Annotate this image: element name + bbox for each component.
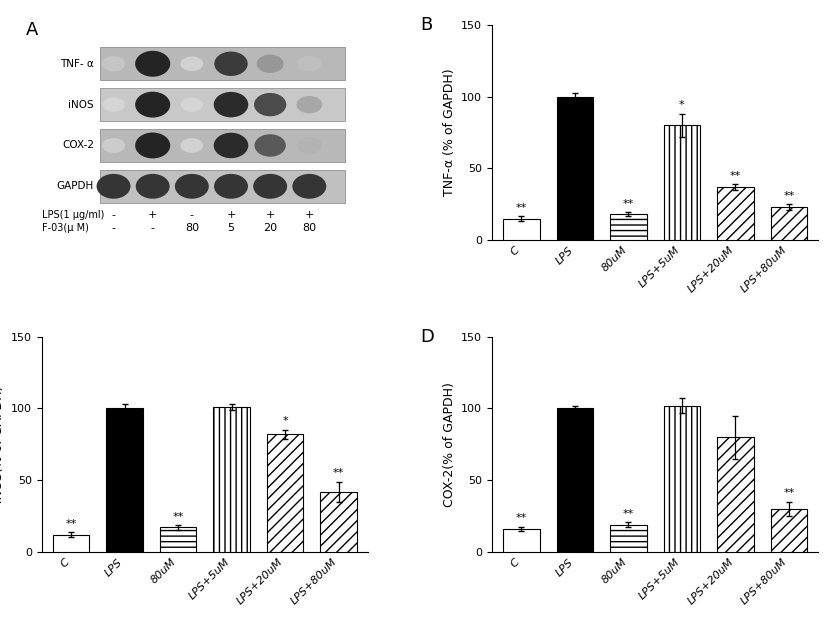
Text: F-03(μ M): F-03(μ M) [42,223,89,233]
Ellipse shape [214,133,248,158]
Text: *: * [282,416,288,426]
Bar [557,97,593,240]
Text: **: ** [516,203,527,213]
Text: **: ** [516,513,527,523]
Ellipse shape [180,97,203,112]
Bar [664,406,700,552]
Bar [214,407,250,552]
Text: GAPDH: GAPDH [57,181,94,191]
Bar [664,125,700,240]
Text: -: - [112,210,115,220]
Text: **: ** [730,171,741,181]
Text: 20: 20 [263,223,277,233]
Ellipse shape [215,51,248,76]
Text: -: - [112,223,115,233]
Ellipse shape [136,174,170,199]
Text: B: B [420,16,433,34]
Text: **: ** [623,508,634,519]
Ellipse shape [102,56,125,71]
Bar [100,88,345,121]
Bar [267,435,303,552]
Ellipse shape [180,138,203,153]
Text: COX-2: COX-2 [62,140,94,150]
Ellipse shape [214,92,248,117]
Ellipse shape [175,174,209,199]
Bar [53,535,89,552]
Bar [610,214,646,240]
Y-axis label: TNF-α (% of GAPDH): TNF-α (% of GAPDH) [443,69,456,196]
Bar [160,527,196,552]
Ellipse shape [214,174,248,199]
Bar [771,207,807,240]
Y-axis label: iNOS(% of GAPDH): iNOS(% of GAPDH) [0,386,6,503]
Ellipse shape [253,174,287,199]
Ellipse shape [297,56,321,71]
Text: **: ** [623,199,634,209]
Text: -: - [190,210,194,220]
Ellipse shape [102,138,125,153]
Ellipse shape [102,97,124,112]
Bar [771,508,807,552]
Bar [100,170,345,203]
Bar [100,129,345,162]
Ellipse shape [256,55,284,73]
Text: **: ** [65,519,77,529]
Text: D: D [420,328,434,346]
Ellipse shape [296,137,321,154]
Bar [321,492,357,552]
Ellipse shape [255,134,286,157]
Text: 5: 5 [227,223,235,233]
Bar [557,408,593,552]
Text: +: + [305,210,314,220]
Bar [717,437,753,552]
Text: +: + [266,210,275,220]
Text: **: ** [783,191,795,201]
Text: +: + [226,210,235,220]
Text: 80: 80 [185,223,199,233]
Bar [107,408,143,552]
Text: iNOS: iNOS [68,100,94,110]
Text: -: - [150,223,154,233]
Ellipse shape [292,174,326,199]
Text: +: + [148,210,157,220]
Text: A: A [25,21,38,39]
Ellipse shape [135,51,170,76]
Text: 80: 80 [302,223,316,233]
Bar [504,219,539,240]
Text: **: ** [173,512,184,522]
Ellipse shape [135,92,170,118]
Text: **: ** [333,468,344,478]
Ellipse shape [254,93,286,116]
Bar [717,187,753,240]
Text: TNF- α: TNF- α [60,59,94,69]
Y-axis label: COX-2(% of GAPDH): COX-2(% of GAPDH) [443,382,456,507]
Bar [504,529,539,552]
Ellipse shape [135,132,170,159]
Bar [610,525,646,552]
Text: **: ** [783,488,795,498]
Bar [100,47,345,80]
Ellipse shape [296,96,322,113]
Text: *: * [679,100,685,110]
Ellipse shape [97,174,130,199]
Ellipse shape [180,56,203,71]
Text: LPS(1 μg/ml): LPS(1 μg/ml) [42,210,104,220]
